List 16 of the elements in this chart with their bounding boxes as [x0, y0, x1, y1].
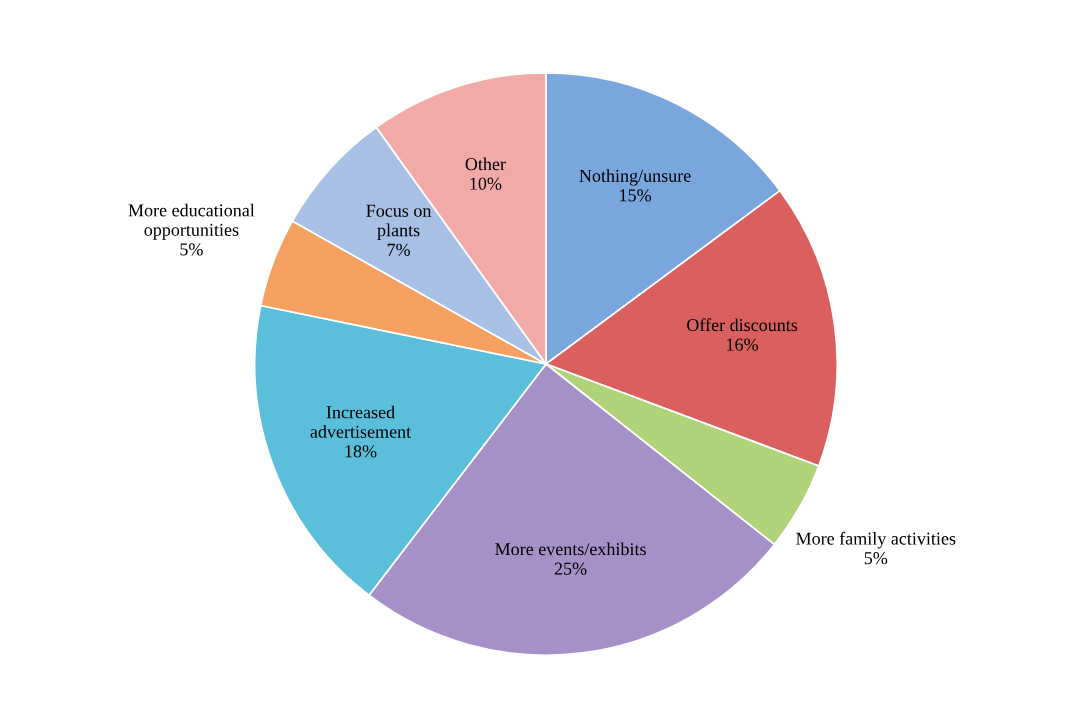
data-label: 5% — [864, 552, 888, 565]
slice-label: Offer discounts — [687, 318, 798, 332]
slice-label: Focus on plants — [366, 204, 432, 240]
data-label: 18% — [345, 445, 377, 458]
data-label: 7% — [387, 243, 410, 256]
slice-label: More family activities — [796, 531, 956, 549]
data-label: 15% — [620, 189, 652, 202]
data-label: 25% — [554, 562, 587, 575]
slice-label: Nothing/unsure — [579, 169, 691, 186]
data-label: 16% — [727, 338, 759, 351]
slice-label: More events/exhibits — [495, 542, 646, 556]
data-label: 10% — [470, 177, 502, 190]
slice-label: More educational opportunities — [128, 203, 255, 240]
slice-label: Other — [465, 157, 506, 171]
slice-label: Increased advertisement — [310, 405, 412, 438]
data-label: 5% — [180, 243, 203, 256]
